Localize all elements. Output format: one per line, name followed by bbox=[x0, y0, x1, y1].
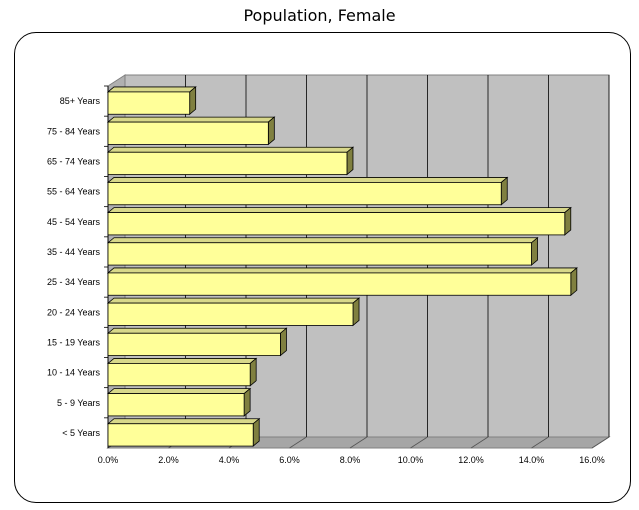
bar bbox=[107, 272, 572, 296]
bar-side bbox=[570, 267, 578, 297]
x-tick-label: 14.0% bbox=[519, 455, 545, 465]
x-tick-label: 16.0% bbox=[579, 455, 605, 465]
x-tick-label: 6.0% bbox=[279, 455, 300, 465]
bar-side bbox=[243, 387, 251, 417]
x-tick-label: 10.0% bbox=[398, 455, 424, 465]
bar bbox=[107, 332, 281, 356]
bar-side bbox=[280, 327, 287, 357]
bar bbox=[107, 121, 269, 145]
bar bbox=[107, 182, 502, 206]
bar-top bbox=[106, 177, 509, 183]
bar-top bbox=[106, 327, 288, 334]
bar-side bbox=[500, 176, 508, 206]
bar-top bbox=[106, 267, 578, 274]
floor-gridline bbox=[289, 436, 307, 449]
bar-side bbox=[346, 146, 354, 176]
bar-top bbox=[106, 237, 539, 244]
y-tick-label: 15 - 19 Years bbox=[47, 337, 101, 347]
bar bbox=[107, 393, 245, 417]
bar-top bbox=[106, 358, 258, 364]
y-tick-label: 10 - 14 Years bbox=[47, 368, 101, 378]
floor-gridline bbox=[591, 436, 610, 449]
bar-top bbox=[106, 418, 261, 425]
x-tick-label: 0.0% bbox=[98, 455, 119, 465]
x-tick-label: 4.0% bbox=[219, 455, 240, 465]
floor-gridline bbox=[470, 436, 489, 449]
bar-side bbox=[189, 86, 197, 116]
y-tick-label: 25 - 34 Years bbox=[47, 277, 101, 287]
bar bbox=[107, 302, 354, 326]
x-tick-label: 2.0% bbox=[158, 455, 179, 465]
bar-side bbox=[267, 116, 275, 146]
bar bbox=[107, 242, 532, 266]
chart-title: Population, Female bbox=[243, 6, 396, 25]
bar-top bbox=[106, 207, 572, 213]
floor-gridline bbox=[349, 436, 368, 449]
y-tick-label: 75 - 84 Years bbox=[47, 126, 101, 136]
floor-gridline bbox=[410, 436, 428, 449]
bar-side bbox=[531, 236, 538, 266]
y-tick-label: 20 - 24 Years bbox=[47, 307, 101, 317]
y-tick-label: < 5 Years bbox=[62, 428, 100, 438]
bar bbox=[107, 363, 251, 387]
bar bbox=[107, 212, 566, 236]
bar-top bbox=[106, 146, 355, 153]
y-tick-label: 35 - 44 Years bbox=[47, 247, 101, 257]
bar-top bbox=[106, 86, 197, 93]
floor-gridline bbox=[531, 436, 549, 449]
bar-side bbox=[252, 417, 260, 447]
y-tick-label: 85+ Years bbox=[60, 96, 101, 106]
y-tick-label: 5 - 9 Years bbox=[57, 398, 101, 408]
bar bbox=[107, 91, 191, 115]
bar-side bbox=[249, 357, 257, 387]
x-tick-label: 12.0% bbox=[458, 455, 484, 465]
bar-side bbox=[352, 297, 360, 327]
bar bbox=[107, 423, 254, 447]
y-tick-label: 65 - 74 Years bbox=[47, 156, 101, 166]
y-tick-label: 45 - 54 Years bbox=[47, 217, 101, 227]
x-tick-label: 8.0% bbox=[340, 455, 361, 465]
bar-top bbox=[106, 116, 276, 123]
bar-top bbox=[106, 297, 361, 304]
bar bbox=[107, 151, 348, 175]
chart-frame bbox=[14, 32, 631, 503]
bar-top bbox=[106, 388, 252, 394]
y-tick-label: 55 - 64 Years bbox=[47, 187, 101, 197]
bar-side bbox=[564, 206, 572, 236]
